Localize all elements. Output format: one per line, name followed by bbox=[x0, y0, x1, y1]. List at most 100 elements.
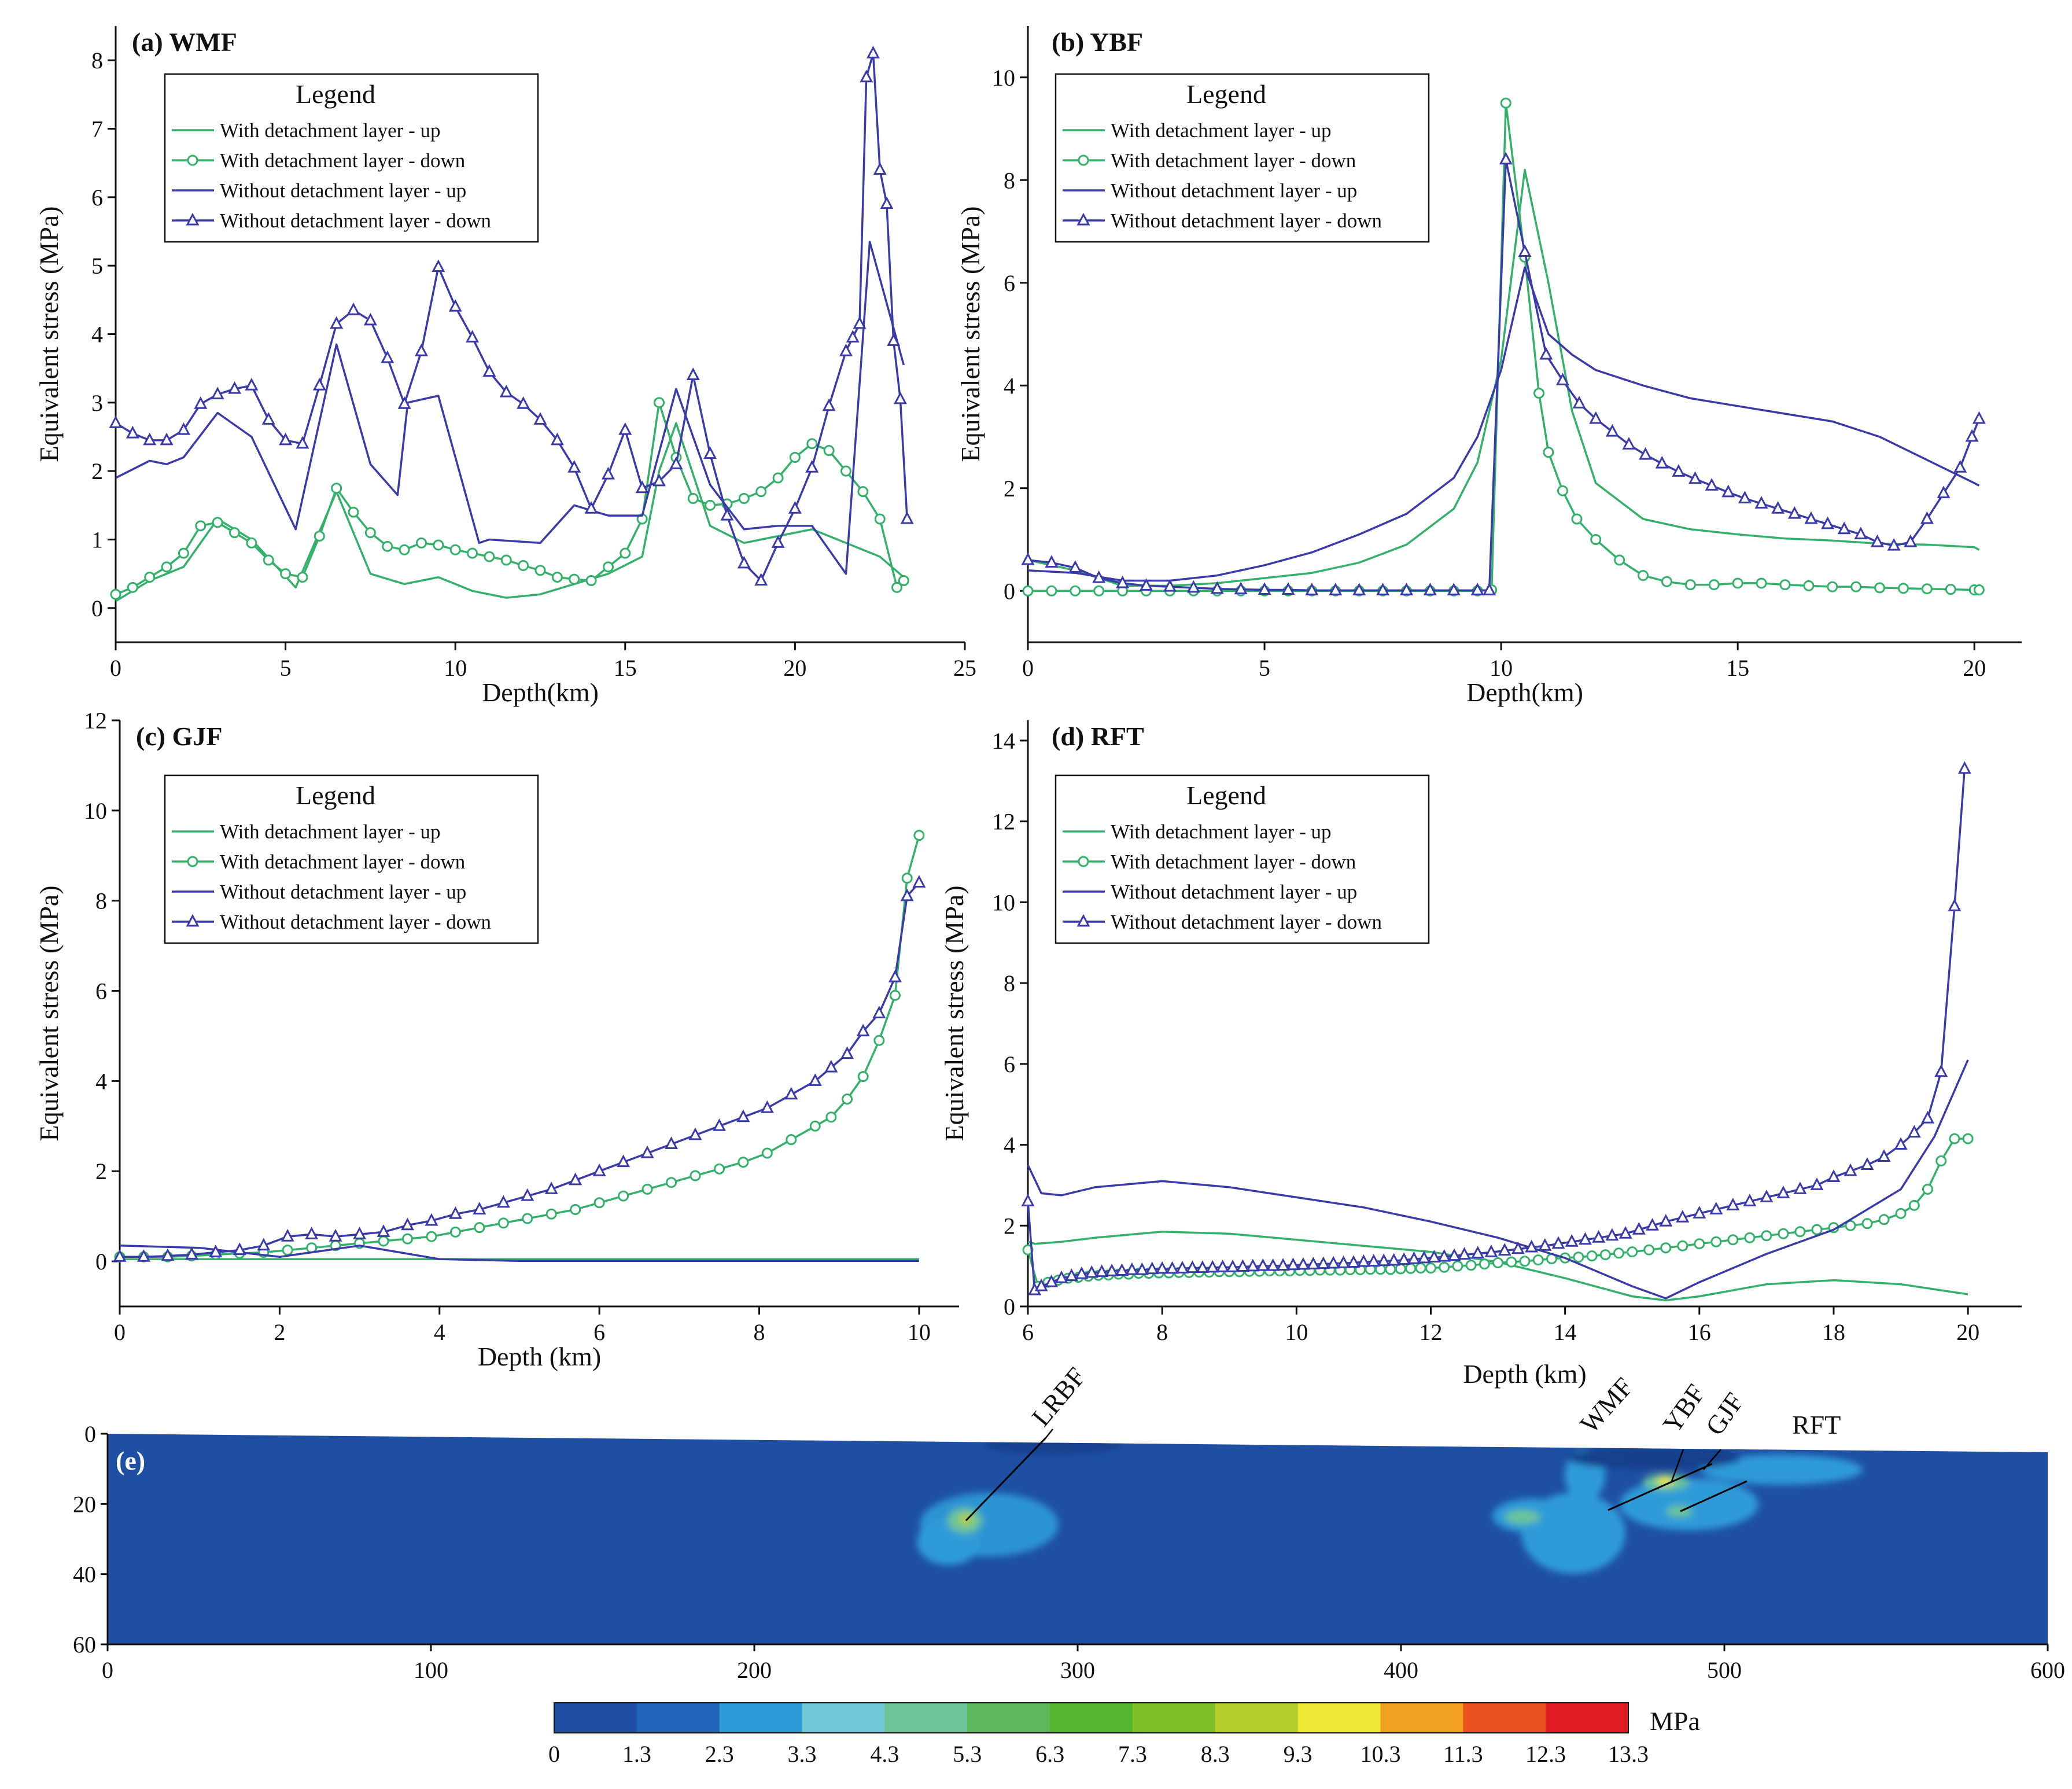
x-tick-label: 4 bbox=[434, 1319, 445, 1345]
data-point-triangle bbox=[126, 425, 139, 439]
data-point-triangle bbox=[1837, 521, 1851, 535]
legend-item-label: Without detachment layer - down bbox=[220, 911, 491, 933]
x-tick-label: 18 bbox=[1822, 1319, 1845, 1345]
data-point-triangle bbox=[1738, 491, 1752, 503]
data-point-triangle bbox=[1135, 1262, 1149, 1275]
data-point-triangle bbox=[1447, 1248, 1461, 1261]
x-tick-label: 25 bbox=[953, 655, 976, 681]
data-point-triangle bbox=[1210, 581, 1224, 594]
legend-swatch-marker bbox=[1078, 856, 1089, 867]
data-point-circle bbox=[297, 572, 308, 583]
data-point-triangle bbox=[1125, 1262, 1139, 1275]
data-point-triangle bbox=[1511, 1241, 1525, 1254]
data-point-circle bbox=[1638, 570, 1649, 581]
data-point-triangle bbox=[1397, 1252, 1411, 1265]
legend-item-label: Without detachment layer - down bbox=[1111, 911, 1382, 933]
y-tick-label: 6 bbox=[91, 185, 103, 211]
e-y-tick-label: 0 bbox=[84, 1421, 96, 1447]
x-tick-label: 8 bbox=[754, 1319, 765, 1345]
data-point-circle bbox=[1708, 579, 1720, 591]
data-point-circle bbox=[378, 1235, 389, 1247]
data-point-triangle bbox=[1771, 501, 1785, 514]
data-point-circle bbox=[1613, 1247, 1625, 1259]
data-point-circle bbox=[1922, 1183, 1933, 1195]
legend-swatch-marker bbox=[1078, 154, 1089, 166]
data-point-circle bbox=[161, 561, 172, 573]
data-point-triangle bbox=[161, 1248, 175, 1261]
x-tick-label: 10 bbox=[1285, 1319, 1308, 1345]
x-tick-label: 15 bbox=[614, 655, 637, 681]
data-point-circle bbox=[1627, 1246, 1638, 1258]
data-point-circle bbox=[545, 1208, 557, 1220]
x-axis-label: Depth (km) bbox=[1463, 1359, 1586, 1389]
data-point-triangle bbox=[1281, 582, 1295, 595]
x-tick-label: 20 bbox=[783, 655, 806, 681]
legend-item-label: With detachment layer - up bbox=[1111, 820, 1332, 843]
legend-item-label: With detachment layer - up bbox=[220, 820, 441, 843]
x-tick-label: 10 bbox=[1490, 655, 1513, 681]
data-point-circle bbox=[1533, 388, 1545, 399]
data-point-circle bbox=[1935, 1155, 1947, 1166]
e-y-tick-label: 20 bbox=[73, 1491, 96, 1517]
data-point-triangle bbox=[1447, 583, 1461, 595]
data-point-triangle bbox=[1246, 1258, 1260, 1272]
data-point-circle bbox=[1874, 582, 1886, 594]
data-point-circle bbox=[705, 499, 716, 511]
data-point-triangle bbox=[245, 378, 259, 391]
y-tick-label: 8 bbox=[1004, 970, 1015, 996]
colorbar-tick-label: 1.3 bbox=[622, 1741, 651, 1767]
data-point-triangle bbox=[1377, 1253, 1391, 1267]
data-point-circle bbox=[1661, 576, 1672, 587]
e-x-tick-label: 600 bbox=[2030, 1657, 2065, 1683]
data-point-triangle bbox=[860, 69, 873, 83]
data-point-triangle bbox=[1326, 1256, 1340, 1269]
legend-box bbox=[164, 774, 539, 944]
data-point-circle bbox=[518, 559, 529, 571]
data-point-circle bbox=[857, 486, 869, 498]
x-tick-label: 2 bbox=[274, 1319, 285, 1345]
y-tick-label: 8 bbox=[1004, 167, 1015, 193]
data-point-triangle bbox=[1236, 1259, 1249, 1272]
colorbar-tick-label: 13.3 bbox=[1608, 1741, 1649, 1767]
data-point-triangle bbox=[1605, 1228, 1619, 1241]
data-point-triangle bbox=[473, 1202, 486, 1214]
x-tick-label: 14 bbox=[1554, 1319, 1577, 1345]
colorbar-swatch bbox=[802, 1703, 885, 1733]
panel-title: (a) WMF bbox=[132, 27, 237, 57]
data-point-circle bbox=[1878, 1214, 1890, 1225]
colorbar: 0 1.3 2.3 3.3 4.3 5.3 6.3 7.3 8.3 9.3 10.3 11.3 12.3… bbox=[548, 1702, 1649, 1767]
data-point-triangle bbox=[1347, 1255, 1361, 1268]
data-point-circle bbox=[1973, 584, 1985, 595]
data-point-triangle bbox=[1618, 1226, 1632, 1239]
data-point-triangle bbox=[466, 330, 480, 343]
data-point-triangle bbox=[873, 162, 887, 175]
data-point-triangle bbox=[544, 1181, 558, 1194]
data-point-circle bbox=[913, 830, 925, 841]
legend-item-label: With detachment layer - down bbox=[220, 149, 465, 172]
legend-swatch-marker bbox=[187, 856, 198, 867]
data-point-triangle bbox=[665, 1136, 679, 1149]
e-y-tick-label: 60 bbox=[73, 1632, 96, 1658]
x-tick-label: 10 bbox=[908, 1319, 931, 1345]
data-point-triangle bbox=[1155, 1261, 1169, 1274]
data-point-circle bbox=[1677, 1240, 1688, 1251]
data-point-triangle bbox=[1622, 437, 1636, 450]
y-tick-label: 12 bbox=[84, 708, 107, 734]
data-point-triangle bbox=[329, 1229, 342, 1242]
y-axis-label: Equivalent stress (MPa) bbox=[34, 885, 64, 1141]
data-point-triangle bbox=[805, 460, 819, 473]
y-tick-label: 0 bbox=[1004, 578, 1015, 604]
data-point-triangle bbox=[1075, 1266, 1089, 1279]
data-point-triangle bbox=[1655, 455, 1669, 469]
legend-title: Legend bbox=[296, 79, 375, 109]
data-point-triangle bbox=[346, 302, 360, 315]
data-point-triangle bbox=[1196, 1260, 1210, 1273]
data-point-triangle bbox=[1844, 1163, 1857, 1176]
data-point-circle bbox=[1897, 583, 1909, 594]
data-point-triangle bbox=[669, 457, 683, 469]
data-point-triangle bbox=[1163, 579, 1177, 592]
data-point-triangle bbox=[448, 1206, 462, 1219]
data-point-circle bbox=[1465, 1260, 1477, 1271]
series-line-3 bbox=[115, 241, 905, 575]
